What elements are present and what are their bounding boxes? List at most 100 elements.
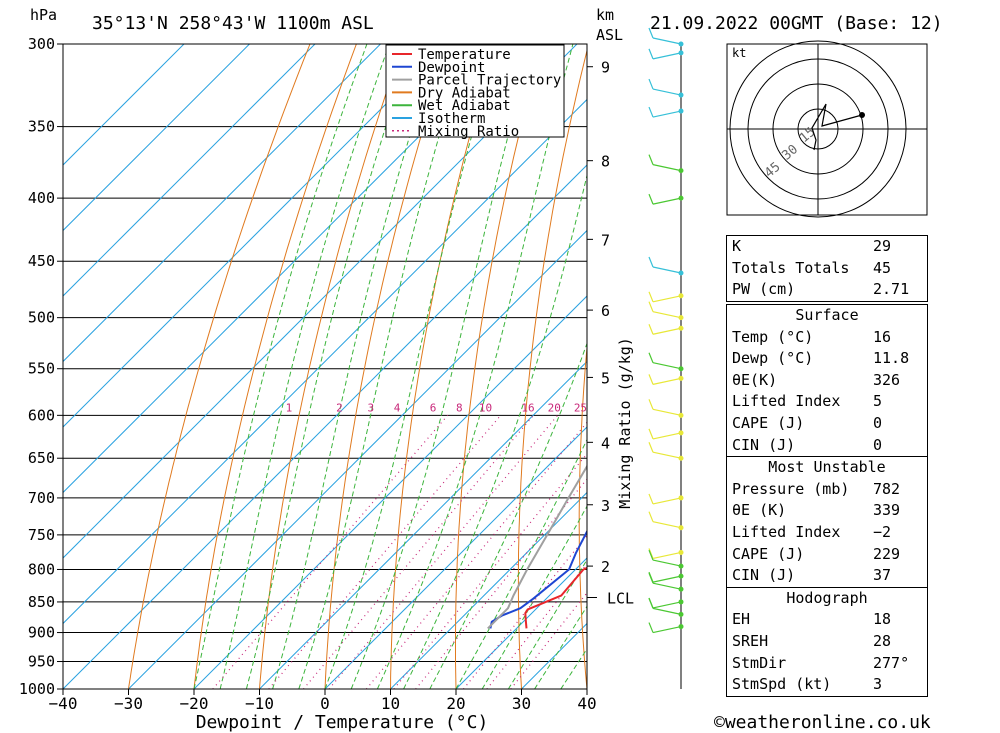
surface-title: Surface [795,306,859,324]
pressure-label-400: 400 [28,189,55,207]
most-unstable-label: θE (K) [732,501,787,520]
mixing-ratio-label-2: 2 [336,401,343,414]
hodograph-stat-row: StmDir 277° [727,653,927,675]
dry-adiabat-line [695,44,728,689]
pressure-label-1000: 1000 [19,680,55,698]
mixing-ratio-label-16: 16 [521,401,534,414]
most-unstable-row: θE (K) 339 [727,500,927,522]
wind-barb [648,106,684,118]
pressure-label-350: 350 [28,118,55,136]
most-unstable-row: CIN (J) 37 [727,565,927,587]
dry-adiabat-line [259,44,404,689]
most-unstable-row: Lifted Index −2 [727,522,927,544]
km-label-2: 2 [601,558,610,576]
mixing-ratio-label-8: 8 [456,401,463,414]
dry-adiabat-line [390,44,497,689]
mixing-ratio-line [212,414,449,689]
hodograph-stat-value: 28 [873,631,892,650]
most-unstable-title: Most Unstable [727,456,927,479]
temp-label--30: −30 [114,694,143,713]
series-dewpoint [489,529,587,629]
wind-barb [648,572,684,592]
wet-adiabat-line [245,44,414,689]
isotherm-line [63,44,316,297]
pressure-label-650: 650 [28,449,55,467]
index-row: Totals Totals 45 [727,258,927,280]
hodograph-stat-label: StmSpd (kt) [732,675,832,694]
surface-label: Dewp (°C) [732,349,814,368]
axis-labels: 3003504004505005506006507007508008509009… [19,35,634,713]
legend-label: Parcel Trajectory [418,73,561,89]
hodograph-unit-label: kt [732,46,746,60]
wet-adiabat-line [298,44,468,689]
hodograph-stat-value: 277° [873,653,910,672]
temp-label-10: 10 [381,694,400,713]
isotherm-line [63,44,185,166]
wind-barb [648,399,684,418]
plot-background [63,43,587,690]
date-title: 21.09.2022 00GMT (Base: 12) [650,13,943,34]
surface-row: Temp (°C) 16 [727,327,927,349]
hpa-label: hPa [30,6,57,24]
mixing-ratio-label-3: 3 [368,401,375,414]
isotherm-line [455,557,587,689]
surface-value: 0 [873,413,883,432]
legend-label: Dry Adiabat [418,85,511,101]
wind-barb [648,374,684,385]
wind-barb [648,493,684,505]
wet-adiabat-line [403,173,587,689]
surface-row: Lifted Index 5 [727,391,927,413]
dry-adiabat-line [193,44,357,689]
series-parcel-trajectory [487,464,587,630]
surface-row: CIN (J) 0 [727,435,927,457]
most-unstable-label: Pressure (mb) [732,479,850,498]
temp-label-40: 40 [577,694,596,713]
hodograph-stat-label: EH [732,610,751,629]
wind-barb [648,548,684,560]
wind-barb [648,428,684,440]
hodograph-trace [811,103,863,151]
copyright-text[interactable]: ©weatheronline.co.uk [714,712,931,733]
index-label: Totals Totals [732,258,850,277]
wind-barb [648,441,684,461]
pressure-label-900: 900 [28,624,55,642]
pressure-label-800: 800 [28,560,55,578]
wet-adiabat-line [350,44,534,689]
dry-adiabat-line [324,44,450,689]
mixing-ratio-line [303,414,534,689]
isotherm-line [193,295,587,689]
temp-label-30: 30 [512,694,531,713]
wind-barb [648,291,684,303]
mixing-ratio-line [328,414,559,689]
x-axis-title: Dewpoint / Temperature (°C) [196,712,489,733]
most-unstable-value: −2 [873,522,892,541]
km-label-7: 7 [601,231,610,249]
surface-value: 0 [873,435,883,454]
surface-label: Lifted Index [732,392,841,411]
mixing-ratio-label-20: 20 [548,401,561,414]
mixing-ratio-label-4: 4 [394,401,401,414]
wind-barb [648,511,684,531]
pressure-label-750: 750 [28,526,55,544]
temp-label-20: 20 [446,694,465,713]
surface-label: CAPE (J) [732,413,805,432]
isotherm-line [63,44,381,363]
mixing-ratio-label-10: 10 [479,401,492,414]
surface-value: 16 [873,327,892,346]
temp-label--40: −40 [49,694,78,713]
hodograph-stat-label: StmDir [732,653,787,672]
wind-barb [648,622,684,634]
index-value: 2.71 [873,280,910,299]
wind-barb [648,324,684,335]
mixing-ratio-line [365,421,587,689]
hodograph-stat-value: 18 [873,610,892,629]
wind-barb [648,154,684,174]
wet-adiabat-line [481,505,587,689]
isotherm-line [63,164,587,689]
legend-label: Wet Adiabat [418,98,511,114]
temp-label--10: −10 [245,694,274,713]
dry-adiabat-line [578,342,587,689]
mixing-ratio-label-6: 6 [430,401,437,414]
wind-barb [648,571,684,583]
